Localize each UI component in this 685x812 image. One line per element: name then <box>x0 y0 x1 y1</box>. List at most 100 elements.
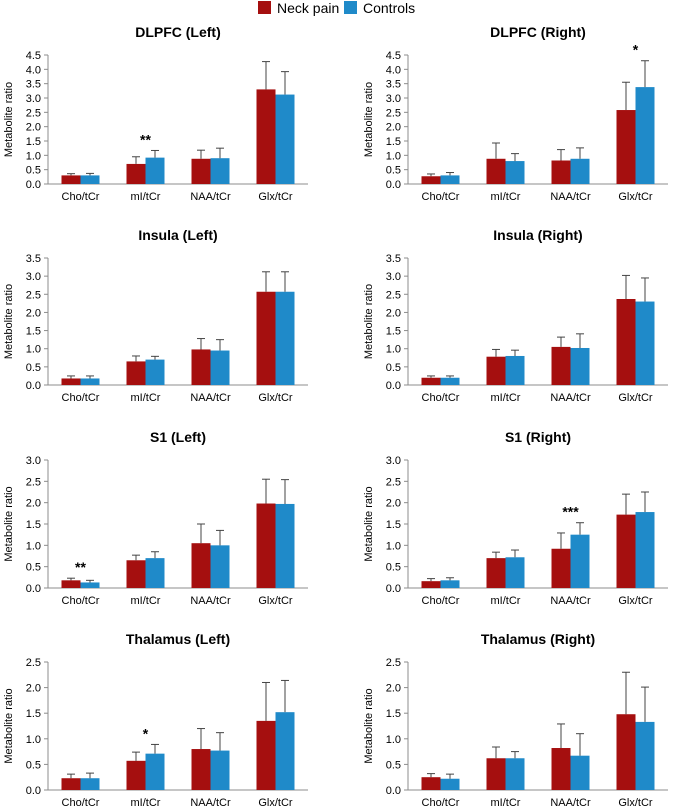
bar-controls <box>440 580 460 588</box>
bar-neck-pain <box>256 503 276 588</box>
bar-neck-pain <box>61 580 81 588</box>
bar-neck-pain <box>551 160 571 184</box>
y-tick-label: 2.5 <box>386 657 401 669</box>
bar-controls <box>635 87 655 184</box>
y-tick-label: 2.0 <box>26 307 41 319</box>
bar-controls <box>210 350 230 385</box>
y-tick-label: 2.5 <box>26 657 41 669</box>
legend-label-controls: Controls <box>363 0 416 16</box>
y-tick-label: 1.5 <box>26 326 41 338</box>
bar-neck-pain <box>61 378 81 385</box>
bar-neck-pain <box>191 749 211 790</box>
chart-title: Thalamus (Left) <box>126 631 230 647</box>
x-tick-label: Glx/tCr <box>618 191 653 203</box>
bar-controls <box>440 175 460 184</box>
legend-swatch-neck-pain <box>258 1 271 14</box>
bar-controls <box>505 758 525 790</box>
y-tick-label: 0.0 <box>26 380 41 392</box>
bar-controls <box>145 157 165 184</box>
bar-neck-pain <box>616 299 636 385</box>
y-tick-label: 2.0 <box>386 307 401 319</box>
y-axis-label: Metabolite ratio <box>3 486 15 561</box>
y-tick-label: 4.5 <box>26 50 41 62</box>
y-tick-label: 1.0 <box>26 344 41 356</box>
significance-marker: *** <box>562 504 579 520</box>
y-axis-label: Metabolite ratio <box>363 688 375 763</box>
bar-controls <box>570 158 590 184</box>
x-tick-label: NAA/tCr <box>550 392 591 404</box>
y-tick-label: 1.0 <box>386 344 401 356</box>
bar-neck-pain <box>256 720 276 790</box>
x-tick-label: NAA/tCr <box>550 191 591 203</box>
chart-panel-4: S1 (Left) Metabolite ratio 0.0 0.5 1.0 1.5 2.0… <box>3 429 308 607</box>
y-tick-label: 3.0 <box>26 455 41 467</box>
y-tick-label: 3.5 <box>26 79 41 91</box>
chart-panel-7: Thalamus (Right) Metabolite ratio 0.0 0.5 1.… <box>363 631 668 809</box>
x-tick-label: Cho/tCr <box>62 191 100 203</box>
x-tick-label: Cho/tCr <box>422 595 460 607</box>
y-tick-label: 1.5 <box>26 136 41 148</box>
bar-controls <box>145 359 165 385</box>
significance-marker: ** <box>75 559 86 575</box>
bar-neck-pain <box>486 356 506 385</box>
x-tick-label: Cho/tCr <box>422 797 460 809</box>
bar-neck-pain <box>551 346 571 385</box>
x-tick-label: mI/tCr <box>491 595 521 607</box>
bar-controls <box>440 778 460 790</box>
x-tick-label: Glx/tCr <box>258 392 293 404</box>
chart-panel-1: DLPFC (Right) Metabolite ratio 0.0 0.5 1.0 1.… <box>363 24 668 203</box>
chart-title: DLPFC (Left) <box>135 24 221 40</box>
x-tick-label: Cho/tCr <box>422 392 460 404</box>
chart-title: Insula (Right) <box>493 227 582 243</box>
y-tick-label: 1.5 <box>386 136 401 148</box>
bar-neck-pain <box>616 110 636 184</box>
y-tick-label: 3.0 <box>26 93 41 105</box>
bar-controls <box>145 753 165 790</box>
bar-neck-pain <box>256 291 276 385</box>
y-axis-label: Metabolite ratio <box>3 82 15 157</box>
y-tick-label: 2.0 <box>26 122 41 134</box>
bar-controls <box>635 512 655 588</box>
bar-controls <box>80 582 100 588</box>
y-tick-label: 0.5 <box>386 562 401 574</box>
y-tick-label: 1.5 <box>386 708 401 720</box>
x-tick-label: NAA/tCr <box>550 595 591 607</box>
x-tick-label: NAA/tCr <box>190 595 231 607</box>
x-tick-label: NAA/tCr <box>190 392 231 404</box>
bar-neck-pain <box>256 89 276 184</box>
x-tick-label: Cho/tCr <box>62 392 100 404</box>
legend-label-neck-pain: Neck pain <box>277 0 340 16</box>
y-tick-label: 1.0 <box>386 540 401 552</box>
bar-controls <box>80 378 100 385</box>
y-axis-label: Metabolite ratio <box>3 284 15 359</box>
chart-title: DLPFC (Right) <box>490 24 586 40</box>
y-tick-label: 1.5 <box>26 519 41 531</box>
bar-neck-pain <box>421 176 441 184</box>
y-tick-label: 3.5 <box>386 253 401 265</box>
x-tick-label: NAA/tCr <box>190 191 231 203</box>
y-tick-label: 3.5 <box>26 253 41 265</box>
bar-controls <box>570 755 590 790</box>
y-tick-label: 0.0 <box>26 583 41 595</box>
y-tick-label: 1.0 <box>26 150 41 162</box>
y-axis-label: Metabolite ratio <box>363 82 375 157</box>
bar-neck-pain <box>191 158 211 184</box>
y-tick-label: 1.0 <box>26 540 41 552</box>
legend-swatch-controls <box>344 1 357 14</box>
bar-neck-pain <box>126 163 146 184</box>
chart-panel-6: Thalamus (Left) Metabolite ratio 0.0 0.5 1.0… <box>3 631 308 809</box>
x-tick-label: Glx/tCr <box>258 797 293 809</box>
x-tick-label: NAA/tCr <box>190 797 231 809</box>
y-tick-label: 2.5 <box>386 289 401 301</box>
bar-controls <box>635 301 655 385</box>
bar-neck-pain <box>551 748 571 790</box>
bar-neck-pain <box>616 714 636 790</box>
bar-controls <box>145 558 165 588</box>
bar-neck-pain <box>61 175 81 184</box>
bar-neck-pain <box>486 758 506 790</box>
y-tick-label: 3.5 <box>386 79 401 91</box>
x-tick-label: mI/tCr <box>491 797 521 809</box>
chart-panel-5: S1 (Right) Metabolite ratio 0.0 0.5 1.0 1.5 2.… <box>363 429 668 607</box>
bar-controls <box>635 721 655 790</box>
